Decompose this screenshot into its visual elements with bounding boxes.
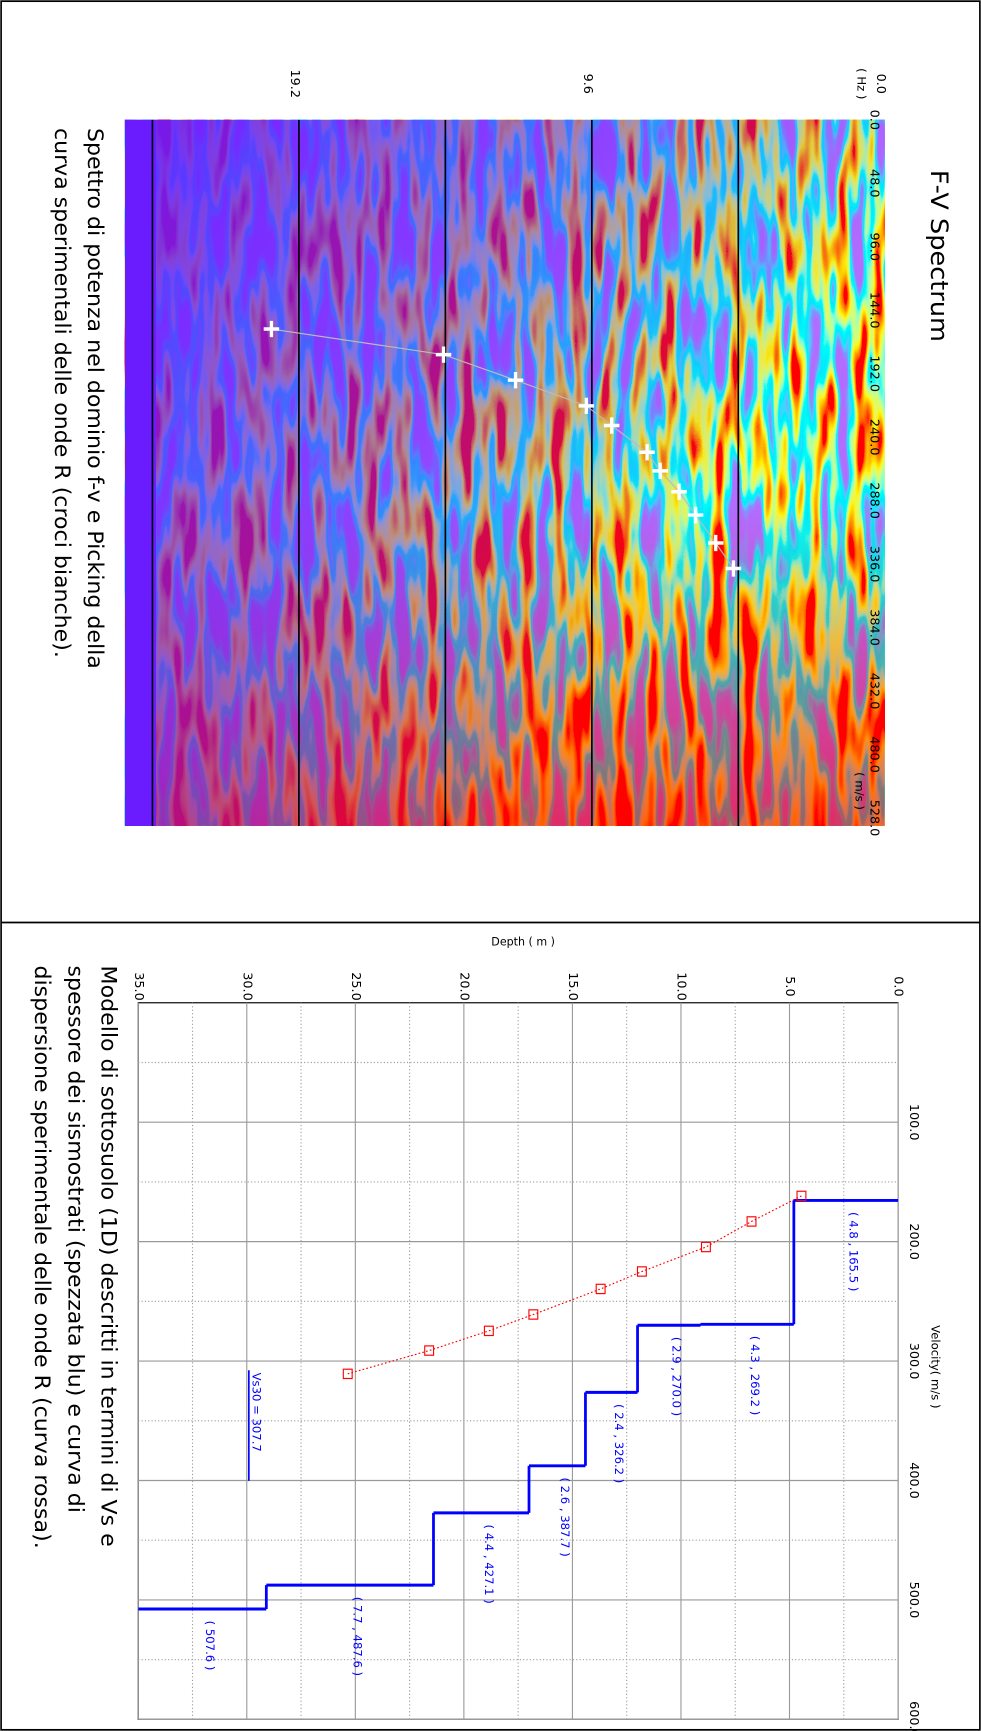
- pick-cross: [578, 397, 595, 414]
- caption: spessore dei sismostrati (spezzata blu) …: [62, 966, 86, 1513]
- caption: dispersione sperimentale delle onde R (c…: [29, 966, 53, 1549]
- x-axis-unit: ( m/s ): [852, 772, 866, 810]
- y-tick-label: 5.0: [783, 976, 798, 996]
- pick-cross: [725, 560, 742, 577]
- dispersion-point: [700, 1241, 711, 1253]
- pick-cross: [639, 444, 655, 461]
- pick-cross: [687, 506, 704, 524]
- dispersion-curve: [347, 1195, 802, 1375]
- x-tick-label: 100.0: [907, 1104, 922, 1141]
- dispersion-point: [483, 1325, 494, 1337]
- y-tick-label: 20.0: [458, 972, 473, 1001]
- pick-cross: [263, 320, 280, 338]
- y-tick-label: 15.0: [566, 972, 581, 1001]
- spectrum-shade: [124, 119, 885, 826]
- x-tick-label: 600.0: [907, 1701, 922, 1731]
- x-tick-label: 336.0: [867, 546, 882, 583]
- x-tick-label: 288.0: [867, 482, 882, 519]
- x-tick-label: 528.0: [867, 800, 882, 837]
- caption: curva sperimentali delle onde R (croci b…: [49, 128, 73, 658]
- x-tick-label: 432.0: [867, 673, 882, 710]
- y-tick-label: 35.0: [132, 972, 147, 1001]
- caption: Spettro di potenza nel dominio f-v e Pic…: [82, 128, 106, 669]
- y-tick-label: 9.6: [581, 74, 596, 94]
- pick-cross: [435, 346, 452, 363]
- caption: Modello di sottosuolo (1D) descritti in …: [96, 966, 120, 1547]
- layer-label: ( 2.9 , 270.0 ): [670, 1337, 684, 1416]
- y-tick-label: 0.0: [892, 976, 907, 996]
- x-tick-label: 400.0: [907, 1462, 922, 1499]
- y-axis-title: Depth ( m ): [491, 934, 555, 948]
- pick-cross: [652, 462, 668, 480]
- x-tick-label: 0.0: [867, 110, 882, 130]
- chart-title: F-V Spectrum: [925, 170, 953, 342]
- layer-label: ( 507.6 ): [203, 1621, 217, 1671]
- y-tick-label: 19.2: [288, 70, 303, 98]
- x-tick-label: 48.0: [867, 169, 882, 198]
- dispersion-point: [342, 1368, 353, 1380]
- y-tick-label: 0.0: [874, 74, 889, 94]
- x-tick-label: 500.0: [907, 1582, 922, 1619]
- pick-cross: [671, 483, 687, 500]
- pick-cross: [507, 372, 524, 389]
- y-axis-unit: ( Hz ): [855, 68, 869, 99]
- pick-cross: [603, 417, 620, 434]
- pick-cross: [707, 534, 724, 552]
- y-tick-label: 30.0: [240, 972, 255, 1001]
- layer-label: ( 7.7 , 487.6 ): [351, 1597, 365, 1676]
- x-tick-label: 192.0: [867, 355, 882, 392]
- x-tick-label: 200.0: [907, 1223, 922, 1260]
- y-tick-label: 25.0: [349, 972, 364, 1001]
- dispersion-point: [636, 1266, 647, 1277]
- spectrum-shade: [124, 119, 156, 826]
- layer-label: ( 2.4 , 326.2 ): [612, 1404, 626, 1483]
- x-tick-label: 300.0: [907, 1343, 922, 1380]
- x-tick-label: 480.0: [867, 736, 882, 773]
- x-axis-title: Velocity( m/s ): [929, 1325, 943, 1408]
- dispersion-point: [528, 1309, 539, 1320]
- layer-label: ( 4.8 , 165.5 ): [847, 1212, 861, 1291]
- layer-label: ( 4.4 , 427.1 ): [482, 1525, 496, 1604]
- x-tick-label: 384.0: [867, 609, 882, 646]
- x-tick-label: 96.0: [867, 233, 882, 262]
- x-tick-label: 240.0: [867, 419, 882, 456]
- x-tick-label: 144.0: [867, 292, 882, 329]
- dispersion-point: [595, 1283, 606, 1295]
- y-tick-label: 10.0: [675, 972, 690, 1001]
- layer-label: ( 4.3 , 269.2 ): [748, 1336, 762, 1415]
- dispersion-point: [424, 1345, 435, 1356]
- layer-label: ( 2.6 , 387.7 ): [558, 1477, 572, 1556]
- dispersion-point: [796, 1190, 807, 1202]
- vs30-label: Vs30 = 307.7: [250, 1373, 264, 1452]
- dispersion-point: [746, 1216, 757, 1227]
